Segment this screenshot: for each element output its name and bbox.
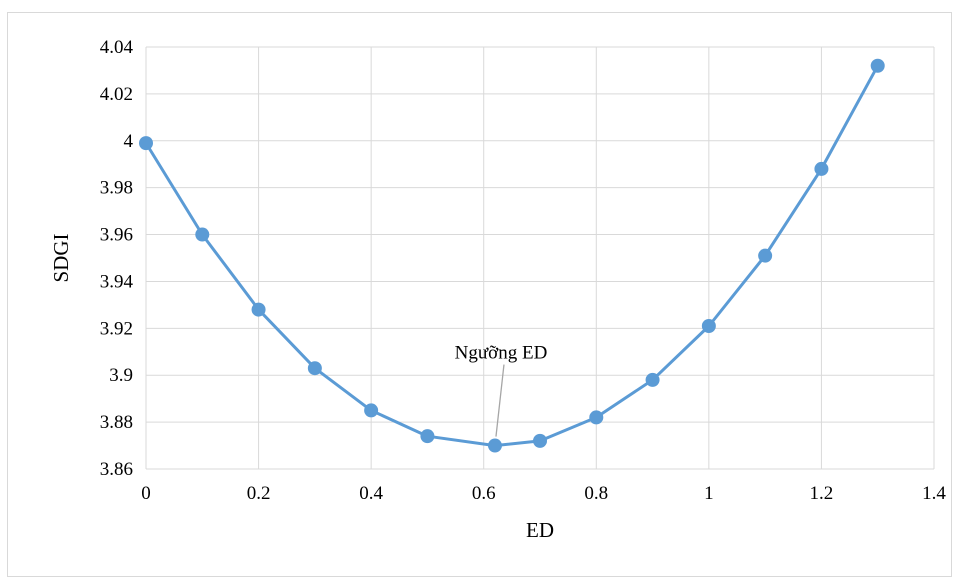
annotation-layer: Ngưỡng ED [455, 343, 548, 437]
y-tick-label: 3.94 [100, 271, 134, 292]
data-point-marker [589, 410, 604, 425]
x-tick-label: 1 [704, 483, 714, 504]
data-point-marker [487, 438, 502, 453]
y-tick-label: 3.96 [100, 225, 133, 246]
y-tick-label: 3.9 [109, 365, 133, 386]
data-point-marker [814, 161, 829, 176]
y-tick-label: 3.98 [100, 178, 133, 199]
data-point-marker [701, 318, 716, 333]
data-point-marker [139, 136, 153, 151]
y-tick-label: 3.88 [100, 412, 133, 433]
x-tick-label: 0 [141, 483, 151, 504]
data-point-marker [364, 403, 379, 418]
annotation-label: Ngưỡng ED [455, 343, 548, 364]
y-tick-label: 4.02 [100, 84, 133, 105]
data-point-marker [645, 372, 660, 387]
x-tick-label: 0.2 [247, 483, 271, 504]
y-axis-title: SDGI [49, 233, 73, 282]
data-point-marker [307, 361, 322, 376]
x-tick-label: 0.4 [359, 483, 383, 504]
data-point-marker [870, 58, 885, 73]
data-point-marker [758, 248, 773, 263]
gridlines [145, 46, 935, 470]
x-tick-label: 1.2 [810, 483, 834, 504]
x-tick-label: 0.8 [584, 483, 608, 504]
x-tick-label: 0.6 [472, 483, 496, 504]
data-point-marker [195, 227, 210, 242]
x-axis-title: ED [526, 518, 554, 542]
x-axis-tick-labels: 0 0.2 0.4 0.6 0.8 1 1.2 1.4 [141, 483, 946, 504]
data-point-marker [533, 433, 547, 448]
series-line [144, 65, 880, 448]
data-point-marker [420, 429, 435, 444]
y-tick-label: 3.86 [100, 459, 133, 480]
data-point-marker [251, 302, 266, 317]
series-layer [139, 58, 885, 453]
line-chart: 0 0.2 0.4 0.6 0.8 1 1.2 1.4 3.86 3.88 3.9 3.92 3.94… [49, 37, 946, 542]
annotation-leader-line [495, 364, 505, 437]
y-axis-tick-labels: 3.86 3.88 3.9 3.92 3.94 3.96 3.98 4 4.02 4.04 [100, 37, 134, 480]
chart-frame: 0 0.2 0.4 0.6 0.8 1 1.2 1.4 3.86 3.88 3.9 3.92 3.94… [7, 12, 952, 577]
x-tick-label: 1.4 [922, 483, 946, 504]
y-tick-label: 4.04 [100, 37, 134, 58]
y-tick-label: 3.92 [100, 318, 133, 339]
y-tick-label: 4 [124, 131, 134, 152]
